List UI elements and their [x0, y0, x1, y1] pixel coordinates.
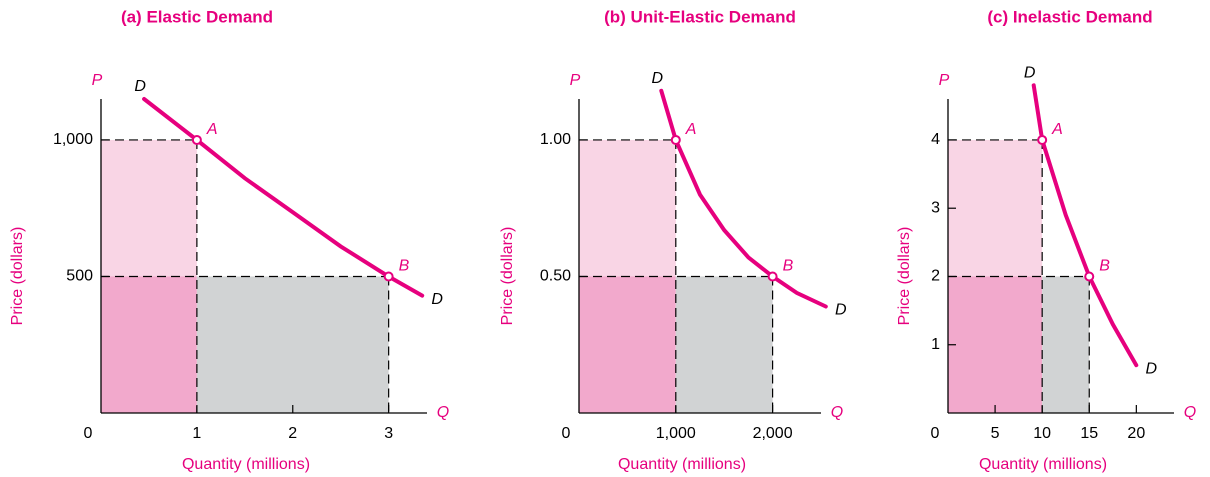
revenue-gained: [196, 276, 389, 413]
curve-label: D: [134, 78, 146, 95]
point-label: A: [685, 121, 697, 138]
point-label: B: [399, 258, 410, 275]
curve-label: D: [1024, 65, 1036, 82]
x-axis-letter: Q: [437, 404, 449, 421]
y-tick-label: 1: [931, 336, 940, 353]
x-axis-letter: Q: [1184, 404, 1196, 421]
point-label: B: [783, 258, 794, 275]
y-tick-label: 4: [931, 131, 940, 148]
y-axis-label: Price (dollars): [9, 227, 26, 326]
y-tick-label: 2: [931, 268, 940, 285]
x-axis-label: Quantity (millions): [182, 456, 310, 473]
revenue-lost: [948, 139, 1043, 277]
x-axis-label: Quantity (millions): [618, 456, 746, 473]
x-tick-label: 0: [84, 425, 93, 442]
revenue-lost: [579, 139, 676, 277]
x-tick-label: 2: [288, 425, 297, 442]
x-axis-label: Quantity (millions): [979, 456, 1107, 473]
point: [670, 134, 681, 145]
point-label: B: [1099, 258, 1110, 275]
revenue-gained: [1042, 276, 1090, 413]
y-tick-label: 0.50: [540, 268, 571, 285]
x-tick-label: 10: [1033, 425, 1051, 442]
point: [767, 271, 778, 282]
point: [1084, 271, 1095, 282]
curve-label: D: [431, 291, 443, 308]
chart-title: (b) Unit-Elastic Demand: [604, 7, 796, 26]
curve-label: D: [1146, 360, 1158, 377]
chart-title: (c) Inelastic Demand: [987, 7, 1152, 26]
y-axis-letter: P: [92, 72, 103, 89]
x-tick-label: 15: [1080, 425, 1098, 442]
revenue-common: [101, 276, 197, 413]
y-axis-label: Price (dollars): [896, 227, 913, 326]
x-tick-label: 3: [384, 425, 393, 442]
point-label: A: [206, 121, 218, 138]
point: [1037, 134, 1048, 145]
chart-title: (a) Elastic Demand: [121, 7, 273, 26]
x-tick-label: 2,000: [753, 425, 793, 442]
point: [383, 271, 394, 282]
revenue-lost: [101, 139, 197, 277]
x-tick-label: 1,000: [656, 425, 696, 442]
curve-label: D: [651, 70, 663, 87]
point-label: A: [1051, 121, 1063, 138]
x-tick-label: 20: [1127, 425, 1145, 442]
point: [191, 134, 202, 145]
y-tick-label: 500: [66, 268, 93, 285]
revenue-common: [579, 276, 676, 413]
revenue-common: [948, 276, 1043, 413]
y-axis-letter: P: [570, 72, 581, 89]
y-axis-letter: P: [939, 72, 950, 89]
y-tick-label: 3: [931, 199, 940, 216]
revenue-gained: [675, 276, 773, 413]
curve-label: D: [835, 302, 847, 319]
y-tick-label: 1.00: [540, 131, 571, 148]
x-tick-label: 5: [991, 425, 1000, 442]
demand-curve: [659, 88, 828, 309]
y-axis-label: Price (dollars): [499, 227, 516, 326]
x-tick-label: 1: [192, 425, 201, 442]
demand-curve: [1031, 83, 1139, 368]
x-tick-label: 0: [562, 425, 571, 442]
y-tick-label: 1,000: [53, 131, 93, 148]
x-tick-label: 0: [931, 425, 940, 442]
x-axis-letter: Q: [831, 404, 843, 421]
